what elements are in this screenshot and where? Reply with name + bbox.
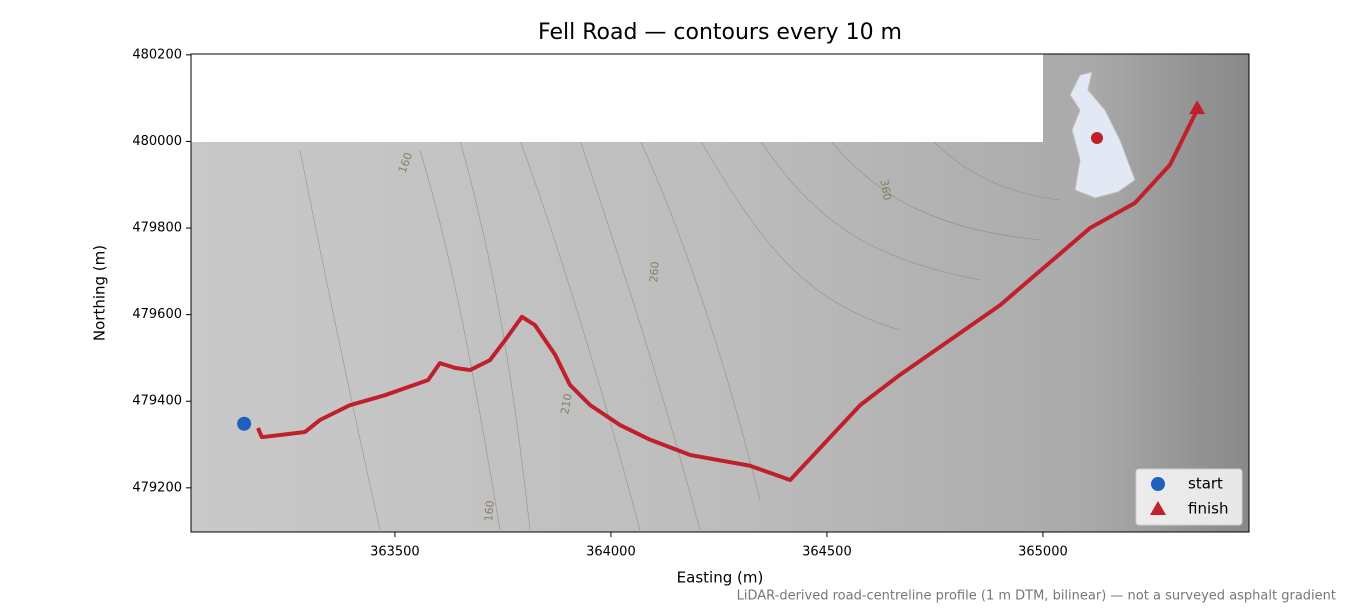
finish-marker [1189,100,1206,115]
legend-swatch [1150,501,1166,515]
plot-frame [190,53,1250,533]
x-tick-label: 365000 [1018,545,1068,560]
x-tick-label: 364500 [802,545,852,560]
x-axis-label: Easting (m) [677,569,764,587]
inset-location [1091,132,1103,144]
legend-swatch [1151,477,1165,491]
chart-title: Fell Road — contours every 10 m [538,20,902,45]
y-tick-label: 479600 [132,307,182,322]
blank-panel [191,54,1043,142]
y-tick-label: 479800 [132,221,182,236]
start-marker [237,416,252,431]
y-tick-label: 479400 [132,394,182,409]
contour-label: 360 [877,178,893,201]
legend-label: finish [1188,500,1228,518]
y-tick-label: 480200 [132,47,182,62]
inset-map [1069,71,1136,199]
contour-label: 210 [558,392,574,415]
footnote: LiDAR-derived road-centreline profile (1… [737,589,1336,604]
y-tick-label: 480000 [132,134,182,149]
contour-label: 160 [482,500,497,522]
x-tick-label: 363500 [370,545,420,560]
route-line [256,108,1199,483]
x-tick-label: 364000 [586,545,636,560]
legend-label: start [1188,475,1223,493]
y-tick-label: 479200 [132,480,182,495]
contour-label: 260 [647,261,662,283]
y-axis-label: Northing (m) [91,245,109,341]
